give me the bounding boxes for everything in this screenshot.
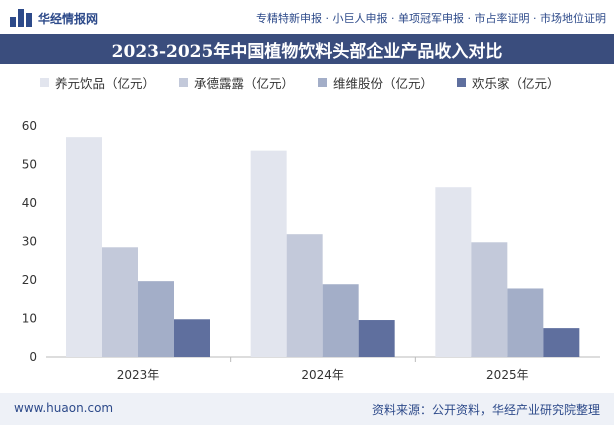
brand-name: 华经情报网 <box>38 11 99 26</box>
x-tick-label-0: 2023年 <box>117 368 160 382</box>
bar-2-0 <box>435 187 472 357</box>
legend-label-3: 欢乐家（亿元） <box>472 76 560 91</box>
footer-website[interactable]: www.huaon.com <box>14 401 114 415</box>
footer-bar: www.huaon.com 资料来源：公开资料，华经产业研究院整理 <box>0 393 614 425</box>
top-nav-links[interactable]: 专精特新申报 · 小巨人申报 · 单项冠军申报 · 市占率证明 · 市场地位证明 <box>256 12 606 25</box>
legend-swatch-3 <box>457 78 467 87</box>
chart-legend: 养元饮品（亿元） 承德露露（亿元） 维维股份（亿元） 欢乐家（亿元） <box>40 73 560 92</box>
bar-1-1 <box>286 234 323 357</box>
y-tick-label-2: 20 <box>22 273 37 287</box>
bar-2-1 <box>471 242 508 357</box>
legend-item-3: 欢乐家（亿元） <box>457 73 560 92</box>
legend-label-1: 承德露露（亿元） <box>194 76 295 91</box>
y-tick-label-5: 50 <box>22 158 37 172</box>
y-tick-label-4: 40 <box>22 196 37 210</box>
footer-source: 资料来源：公开资料，华经产业研究院整理 <box>371 403 600 417</box>
legend-item-1: 承德露露（亿元） <box>179 73 294 92</box>
bar-2-3 <box>543 328 580 357</box>
legend-swatch-2 <box>318 78 328 87</box>
y-tick-label-1: 10 <box>22 312 37 326</box>
legend-swatch-0 <box>40 78 49 87</box>
bar-0-1 <box>102 247 138 357</box>
y-tick-label-0: 0 <box>29 350 37 364</box>
brand-logo[interactable]: 华经情报网 <box>10 9 98 27</box>
legend-label-0: 养元饮品（亿元） <box>55 76 156 91</box>
y-tick-label-6: 60 <box>22 119 37 133</box>
bar-chart: 0 10 20 30 40 50 60 2023年 2024年 2025年 <box>22 119 600 382</box>
bar-0-2 <box>138 281 174 357</box>
bar-2-2 <box>507 288 544 357</box>
y-tick-label-3: 30 <box>22 235 37 249</box>
bar-0-0 <box>66 137 102 357</box>
legend-label-2: 维维股份（亿元） <box>333 76 434 91</box>
x-tick-label-1: 2024年 <box>301 368 344 382</box>
legend-item-0: 养元饮品（亿元） <box>40 73 155 92</box>
x-tick-label-2: 2025年 <box>486 368 529 382</box>
bar-1-0 <box>250 150 287 357</box>
bar-logo-icon <box>10 9 32 27</box>
bar-0-3 <box>174 319 210 357</box>
bar-1-2 <box>322 284 359 357</box>
legend-swatch-1 <box>179 78 189 87</box>
legend-item-2: 维维股份（亿元） <box>318 73 433 92</box>
bar-1-3 <box>358 320 395 357</box>
chart-title: 2023-2025年中国植物饮料头部企业产品收入对比 <box>111 41 503 62</box>
header-bar: 华经情报网 专精特新申报 · 小巨人申报 · 单项冠军申报 · 市占率证明 · … <box>0 0 614 34</box>
title-bar: 2023-2025年中国植物饮料头部企业产品收入对比 <box>0 34 614 64</box>
